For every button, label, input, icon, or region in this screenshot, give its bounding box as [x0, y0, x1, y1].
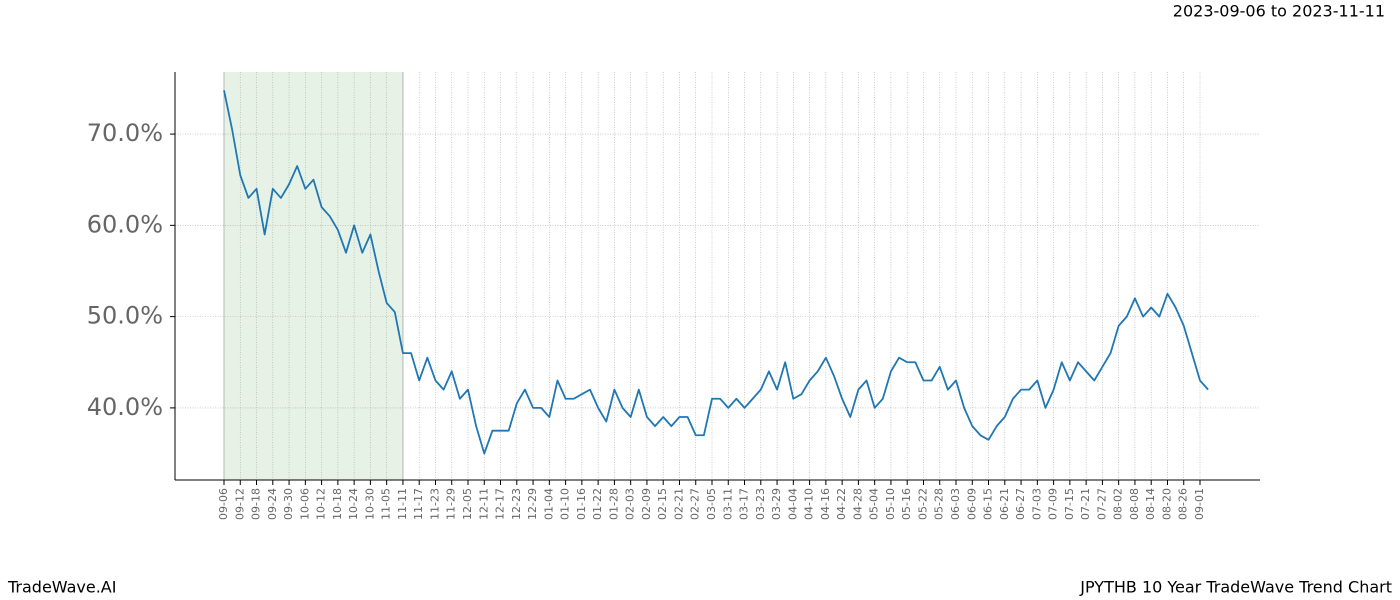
x-tick-label: 05-28 — [933, 488, 946, 520]
x-tick-label: 09-01 — [1193, 488, 1206, 520]
x-tick-label: 02-03 — [624, 488, 637, 520]
x-tick-label: 01-22 — [591, 488, 604, 520]
x-tick-label: 05-10 — [884, 488, 897, 520]
y-tick-label: 60.0% — [87, 210, 163, 238]
y-tick-label: 70.0% — [87, 119, 163, 147]
x-tick-label: 10-18 — [331, 488, 344, 520]
x-tick-label: 12-23 — [510, 488, 523, 520]
y-tick-label: 40.0% — [87, 393, 163, 421]
x-tick-label: 04-16 — [819, 488, 832, 520]
x-tick-label: 08-08 — [1128, 488, 1141, 520]
x-tick-label: 04-10 — [803, 488, 816, 520]
x-tick-label: 06-21 — [998, 488, 1011, 520]
x-tick-label: 06-03 — [949, 488, 962, 520]
x-tick-label: 10-12 — [315, 488, 328, 520]
x-tick-label: 11-11 — [396, 488, 409, 520]
x-tick-label: 06-15 — [982, 488, 995, 520]
chart-title: JPYTHB 10 Year TradeWave Trend Chart — [1079, 578, 1392, 597]
x-tick-label: 01-10 — [559, 488, 572, 520]
x-tick-label: 09-12 — [233, 488, 246, 520]
x-tick-label: 08-14 — [1144, 488, 1157, 520]
x-tick-label: 06-27 — [1014, 488, 1027, 520]
x-tick-label: 06-09 — [965, 488, 978, 520]
x-tick-label: 07-09 — [1047, 488, 1060, 520]
x-tick-label: 01-28 — [607, 488, 620, 520]
x-tick-label: 04-28 — [851, 488, 864, 520]
x-tick-label: 08-02 — [1112, 488, 1125, 520]
x-tick-label: 02-21 — [672, 488, 685, 520]
x-tick-label: 03-23 — [754, 488, 767, 520]
x-tick-label: 07-21 — [1079, 488, 1092, 520]
x-tick-label: 03-17 — [738, 488, 751, 520]
x-tick-label: 11-05 — [380, 488, 393, 520]
x-tick-label: 12-05 — [461, 488, 474, 520]
trend-line — [223, 90, 1209, 455]
x-tick-label: 03-05 — [705, 488, 718, 520]
x-tick-label: 02-09 — [640, 488, 653, 520]
x-tick-label: 10-06 — [298, 488, 311, 520]
x-tick-label: 05-16 — [900, 488, 913, 520]
x-tick-label: 12-11 — [477, 488, 490, 520]
x-tick-label: 01-16 — [575, 488, 588, 520]
x-tick-label: 10-30 — [363, 488, 376, 520]
x-tick-label: 12-17 — [494, 488, 507, 520]
x-tick-label: 07-15 — [1063, 488, 1076, 520]
x-tick-label: 09-18 — [250, 488, 263, 520]
x-tick-label: 03-11 — [721, 488, 734, 520]
x-tick-label: 03-29 — [770, 488, 783, 520]
x-tick-label: 10-24 — [347, 488, 360, 520]
x-tick-label: 11-17 — [412, 488, 425, 520]
date-range: 2023-09-06 to 2023-11-11 — [1173, 2, 1385, 21]
x-tick-label: 02-27 — [689, 488, 702, 520]
x-tick-label: 09-30 — [282, 488, 295, 520]
x-tick-label: 04-22 — [835, 488, 848, 520]
y-tick-label: 50.0% — [87, 302, 163, 330]
x-tick-label: 07-27 — [1095, 488, 1108, 520]
x-tick-label: 08-20 — [1160, 488, 1173, 520]
x-tick-label: 07-03 — [1030, 488, 1043, 520]
x-tick-label: 01-04 — [542, 488, 555, 520]
x-tick-label: 05-22 — [916, 488, 929, 520]
x-tick-label: 12-29 — [526, 488, 539, 520]
x-tick-label: 11-23 — [428, 488, 441, 520]
x-tick-label: 09-06 — [217, 488, 230, 520]
x-tick-label: 08-26 — [1177, 488, 1190, 520]
x-tick-label: 11-29 — [445, 488, 458, 520]
x-tick-label: 05-04 — [868, 488, 881, 520]
brand: TradeWave.AI — [7, 578, 116, 597]
x-tick-label: 02-15 — [656, 488, 669, 520]
highlight-region — [224, 72, 403, 480]
x-tick-label: 04-04 — [786, 488, 799, 520]
x-tick-label: 09-24 — [266, 488, 279, 520]
